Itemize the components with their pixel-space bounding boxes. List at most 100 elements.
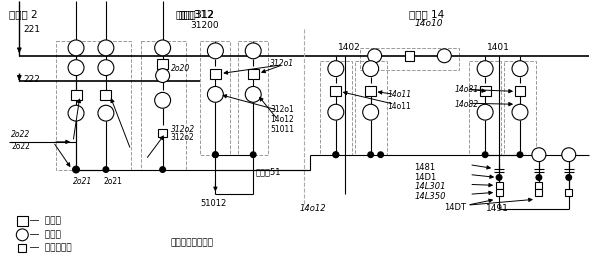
Bar <box>469 61 501 155</box>
Text: 需要害312: 需要害312 <box>176 9 214 19</box>
Text: 1481: 1481 <box>415 163 436 172</box>
Text: 14o10: 14o10 <box>415 19 443 28</box>
Circle shape <box>68 105 84 121</box>
Circle shape <box>155 40 170 56</box>
Text: 14o12: 14o12 <box>270 115 294 124</box>
Circle shape <box>368 49 382 63</box>
Text: 51011: 51011 <box>270 125 294 134</box>
Bar <box>565 189 572 196</box>
Circle shape <box>517 151 523 158</box>
Circle shape <box>16 229 28 241</box>
Bar <box>496 182 503 189</box>
Bar <box>248 69 259 79</box>
Circle shape <box>245 86 261 102</box>
Text: ―  断路器: ― 断路器 <box>30 230 61 239</box>
Circle shape <box>73 166 80 173</box>
Bar <box>210 69 221 79</box>
Bar <box>141 41 185 170</box>
Text: 2o21: 2o21 <box>104 178 123 187</box>
Bar <box>535 182 542 189</box>
Circle shape <box>437 49 451 63</box>
Circle shape <box>565 174 572 181</box>
Circle shape <box>208 86 223 102</box>
Text: ―  負荷開閉器: ― 負荷開閉器 <box>30 243 72 252</box>
Text: 312o2: 312o2 <box>170 133 194 142</box>
Text: 14o11: 14o11 <box>388 90 412 99</box>
Circle shape <box>477 61 493 77</box>
Circle shape <box>512 61 528 77</box>
Circle shape <box>328 104 344 120</box>
Circle shape <box>535 174 542 181</box>
Circle shape <box>155 69 170 82</box>
Circle shape <box>363 104 379 120</box>
Text: 222: 222 <box>23 75 40 84</box>
Bar <box>100 90 112 100</box>
Circle shape <box>155 93 170 108</box>
Circle shape <box>98 40 114 56</box>
Bar <box>157 59 168 69</box>
Bar <box>515 86 526 96</box>
Bar <box>496 189 503 196</box>
Text: 14DT: 14DT <box>445 203 466 212</box>
Text: 14o12: 14o12 <box>300 204 326 213</box>
Bar <box>365 86 376 96</box>
Text: 51012: 51012 <box>200 199 227 208</box>
Bar <box>504 61 536 155</box>
Circle shape <box>482 151 488 158</box>
Text: 14D1: 14D1 <box>415 172 437 181</box>
Text: ―  遭断器: ― 遭断器 <box>30 216 61 225</box>
Text: 悖体は開閉器番号: 悖体は開閉器番号 <box>170 239 214 248</box>
Text: 開閉所 14: 開閉所 14 <box>409 9 445 19</box>
Text: 14o82: 14o82 <box>454 100 478 109</box>
Text: 1491: 1491 <box>485 204 509 213</box>
Circle shape <box>72 166 80 173</box>
Text: 221: 221 <box>23 25 40 34</box>
Circle shape <box>332 151 340 158</box>
Bar <box>56 41 131 170</box>
Circle shape <box>367 151 374 158</box>
Circle shape <box>477 104 493 120</box>
Circle shape <box>68 60 84 76</box>
Circle shape <box>245 43 261 59</box>
Circle shape <box>532 148 546 162</box>
Bar <box>238 41 268 155</box>
Text: 変電所 2: 変電所 2 <box>10 9 38 19</box>
Text: 14L350: 14L350 <box>415 192 446 201</box>
Text: 14o81: 14o81 <box>454 86 478 95</box>
Text: 312o1: 312o1 <box>270 59 294 68</box>
Bar <box>19 244 26 252</box>
Text: 2o20: 2o20 <box>170 64 190 73</box>
Circle shape <box>68 40 84 56</box>
Circle shape <box>377 151 384 158</box>
Text: 1401: 1401 <box>487 43 510 52</box>
Circle shape <box>328 61 344 77</box>
Circle shape <box>212 151 219 158</box>
Text: 需要害312: 需要害312 <box>179 9 215 19</box>
Bar <box>360 48 459 70</box>
Text: 2o22: 2o22 <box>11 130 31 139</box>
Bar <box>535 189 542 196</box>
Circle shape <box>496 174 503 181</box>
Circle shape <box>159 166 166 173</box>
Circle shape <box>208 43 223 59</box>
Circle shape <box>562 148 576 162</box>
Text: ルート51: ルート51 <box>255 168 281 177</box>
Text: 14o11: 14o11 <box>388 102 412 111</box>
Bar <box>200 41 230 155</box>
Circle shape <box>250 151 257 158</box>
Circle shape <box>332 151 340 158</box>
Text: 1402: 1402 <box>338 43 361 52</box>
Circle shape <box>98 105 114 121</box>
Text: 2o22: 2o22 <box>11 142 30 151</box>
Circle shape <box>512 104 528 120</box>
Bar <box>17 216 28 226</box>
Text: 14L301: 14L301 <box>415 182 446 191</box>
Text: 312o1: 312o1 <box>270 105 294 114</box>
Circle shape <box>212 151 219 158</box>
Text: 312o2: 312o2 <box>170 125 195 134</box>
Bar <box>71 90 82 100</box>
Circle shape <box>103 166 109 173</box>
Circle shape <box>98 60 114 76</box>
Bar <box>158 129 167 137</box>
Circle shape <box>363 61 379 77</box>
